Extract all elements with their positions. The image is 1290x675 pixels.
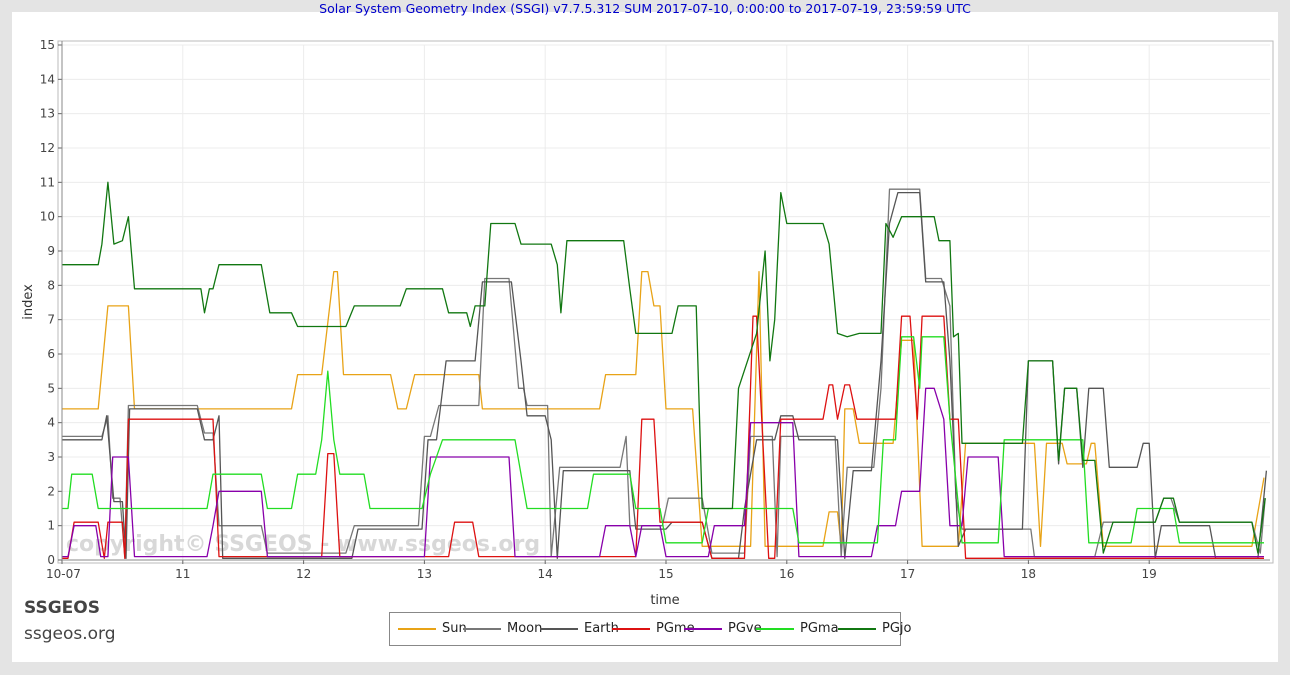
legend-label: PGme (656, 621, 695, 636)
y-tick-label: 1 (47, 519, 55, 533)
chart-legend: Sun Moon Earth PGme PGve PGma PGjo (389, 612, 911, 646)
series-lines (62, 181, 1268, 559)
legend-item-pgjo: PGjo (838, 613, 911, 645)
x-tick-label: 16 (779, 567, 794, 581)
legend-label: Earth (584, 621, 619, 636)
legend-label: PGve (728, 621, 762, 636)
y-tick-label: 15 (40, 38, 55, 52)
y-tick-label: 7 (47, 313, 55, 327)
x-tick-label: 15 (658, 567, 673, 581)
legend-swatch (838, 627, 876, 630)
legend-label: Sun (442, 621, 467, 636)
x-tick-label: 19 (1142, 567, 1157, 581)
y-tick-label: 3 (47, 450, 55, 464)
x-tick-label: 10-07 (46, 567, 81, 581)
legend-item-sun: Sun (398, 613, 467, 645)
legend-label: Moon (507, 621, 543, 636)
x-tick-label: 18 (1021, 567, 1036, 581)
y-tick-label: 14 (40, 72, 55, 86)
legend-swatch (756, 627, 794, 630)
brand-url: ssgeos.org (24, 624, 116, 644)
brand-name: SSGEOS (24, 598, 100, 618)
x-tick-label: 11 (175, 567, 190, 581)
x-tick-label: 13 (417, 567, 432, 581)
legend-swatch (398, 627, 436, 630)
legend-item-pgme: PGme (612, 613, 695, 645)
x-tick-label: 17 (900, 567, 915, 581)
legend-label: PGjo (882, 621, 912, 636)
y-tick-label: 9 (47, 244, 55, 258)
series-line-pgme (62, 315, 1264, 559)
y-tick-label: 0 (47, 553, 55, 567)
legend-swatch (540, 627, 578, 630)
grid-lines (61, 44, 1270, 561)
series-line-pgjo (62, 181, 1266, 554)
legend-item-earth: Earth (540, 613, 619, 645)
legend-swatch (463, 627, 501, 630)
legend-item-pgve: PGve (684, 613, 762, 645)
y-tick-label: 12 (40, 141, 55, 155)
y-tick-label: 5 (47, 381, 55, 395)
legend-item-pgma: PGma (756, 613, 839, 645)
y-axis-label: index (21, 284, 36, 320)
x-tick-label: 12 (296, 567, 311, 581)
y-tick-label: 4 (47, 416, 55, 430)
y-tick-label: 11 (40, 175, 55, 189)
legend-swatch (684, 627, 722, 630)
legend-label: PGma (800, 621, 839, 636)
chart-title: Solar System Geometry Index (SSGI) v7.7.… (319, 1, 971, 16)
legend-swatch (612, 627, 650, 630)
y-tick-label: 13 (40, 107, 55, 121)
legend-item-moon: Moon (463, 613, 542, 645)
y-tick-label: 6 (47, 347, 55, 361)
series-line-pgve (62, 387, 1264, 558)
series-line-pgma (62, 336, 1264, 544)
y-tick-label: 10 (40, 210, 55, 224)
y-tick-label: 8 (47, 278, 55, 292)
y-tick-label: 2 (47, 484, 55, 498)
series-line-sun (62, 270, 1265, 547)
x-axis-label: time (650, 593, 679, 608)
x-tick-label: 14 (538, 567, 553, 581)
